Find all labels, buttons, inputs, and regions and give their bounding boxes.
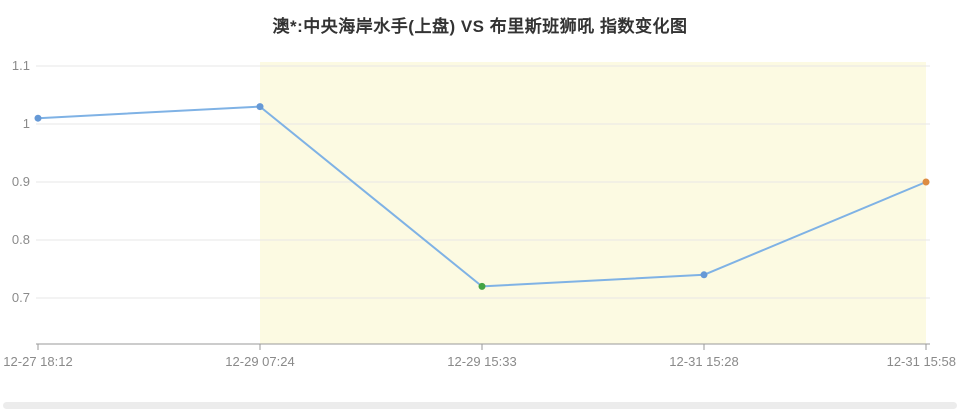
data-point	[700, 271, 708, 279]
x-axis-label: 12-27 18:12	[3, 354, 72, 369]
y-axis-label: 0.8	[12, 232, 30, 247]
horizontal-scrollbar[interactable]	[3, 402, 957, 409]
chart-title: 澳*:中央海岸水手(上盘) VS 布里斯班狮吼 指数变化图	[272, 17, 688, 36]
x-axis-label: 12-31 15:58	[887, 354, 956, 369]
plot-band	[260, 62, 926, 344]
x-axis-label: 12-31 15:28	[669, 354, 738, 369]
x-axis-label: 12-29 07:24	[225, 354, 294, 369]
data-point	[256, 103, 264, 111]
y-axis-label: 0.9	[12, 174, 30, 189]
data-point	[922, 178, 930, 186]
data-point	[478, 282, 486, 290]
x-axis-label: 12-29 15:33	[447, 354, 516, 369]
y-axis-label: 0.7	[12, 290, 30, 305]
y-axis-label: 1	[23, 116, 30, 131]
y-axis-label: 1.1	[12, 58, 30, 73]
data-point	[34, 114, 42, 122]
